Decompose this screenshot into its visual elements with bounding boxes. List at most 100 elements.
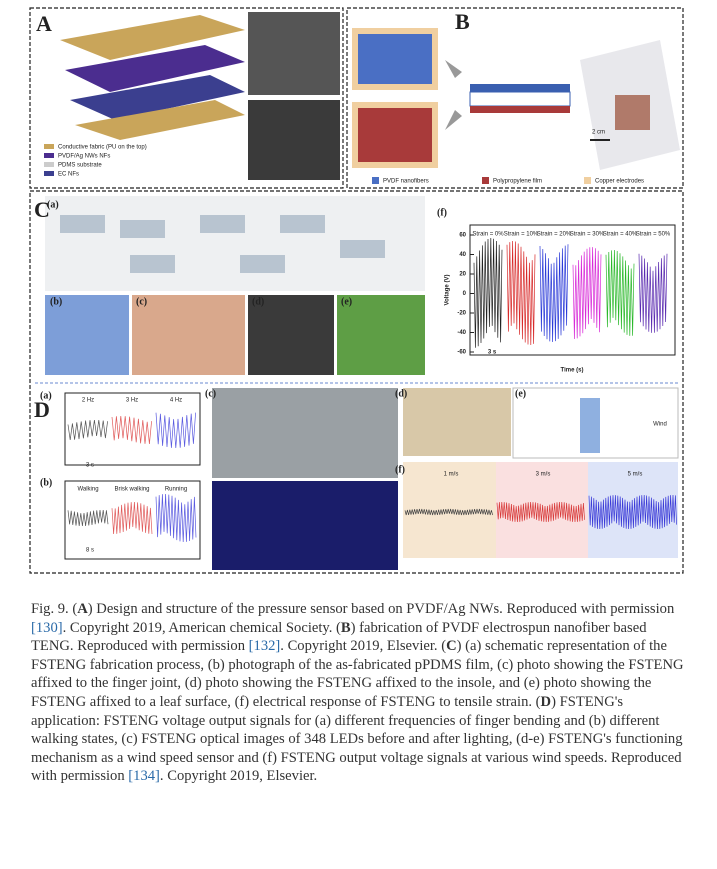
panel-b-frame [346, 7, 684, 189]
label: -40 [457, 330, 466, 336]
signal [404, 508, 493, 516]
axis-title: Voltage (V) [445, 275, 451, 306]
legend-swatch [372, 177, 379, 184]
device-photo-pad [615, 95, 650, 130]
label: (f) [437, 207, 447, 218]
label: (a) [47, 199, 59, 210]
caption-plain: ) (a) schematic representation of the FS… [31, 638, 684, 710]
label: 1 m/s [444, 472, 459, 478]
signal [111, 501, 153, 535]
sem-image [248, 12, 340, 95]
caption-bold: D [540, 693, 552, 710]
label: Brisk walking [114, 487, 149, 493]
signal [155, 412, 196, 449]
label: Walking [77, 487, 98, 493]
label: C [34, 197, 50, 222]
label: EC NFs [58, 172, 79, 178]
caption-plain: ) FSTENG's application: FSTENG voltage o… [31, 693, 683, 785]
label: 3 m/s [536, 472, 551, 478]
signal [111, 415, 152, 445]
label: A [36, 11, 52, 36]
caption-bold: B [340, 619, 351, 636]
legend-swatch [482, 177, 489, 184]
pp-film [358, 108, 432, 162]
caption-link[interactable]: [130] [31, 619, 63, 636]
fabric-layer [60, 15, 245, 60]
caption-plain: ) fabrication of PVDF electrospun nanofi… [31, 619, 647, 655]
label: 40 [459, 252, 466, 258]
photo-leds-on [212, 481, 398, 570]
signal [605, 249, 635, 336]
schematic-part [130, 255, 175, 273]
caption-link[interactable]: [132] [248, 638, 281, 655]
fabric-layer [75, 100, 245, 140]
label: PDMS substrate [58, 163, 102, 169]
label: PVDF nanofibers [383, 179, 429, 185]
label: (b) [40, 477, 52, 488]
device-top [470, 84, 570, 92]
signal [638, 253, 668, 333]
legend-swatch [44, 153, 54, 158]
legend-swatch [44, 144, 54, 149]
signal [496, 501, 585, 523]
signal [572, 247, 602, 340]
label: D [34, 397, 50, 422]
figure: A B C D Conductive fabric (PU on the top) PVD… [29, 7, 684, 574]
label: Strain = 30% [570, 232, 605, 238]
label: Strain = 10% [504, 232, 539, 238]
caption-link[interactable]: [134] [128, 768, 160, 785]
signal [67, 419, 108, 441]
label: Running [165, 487, 187, 493]
schematic-part [280, 215, 325, 233]
label: Conductive fabric (PU on the top) [58, 145, 147, 151]
label: 0 [463, 291, 467, 297]
photo-leds-off [212, 388, 398, 478]
ec-layer [70, 75, 245, 120]
label: Strain = 20% [537, 232, 572, 238]
label: 60 [459, 233, 466, 239]
arrow [445, 110, 462, 130]
label: (a) [40, 390, 52, 401]
label: 3 s [86, 463, 94, 469]
caption-plain: . Copyright 2019, Elsevier. ( [280, 638, 447, 655]
label: -20 [457, 311, 466, 317]
label: Copper electrodes [595, 179, 644, 185]
device-bottom [470, 106, 570, 113]
label: (c) [205, 388, 216, 399]
label: B [455, 9, 470, 34]
photo-leaf [337, 295, 425, 375]
label: 3 s [488, 350, 497, 356]
label: Time (s) [561, 368, 584, 374]
label: PVDF/Ag NWs NFs [58, 154, 110, 160]
nf-layer [65, 45, 245, 92]
legend-swatch [584, 177, 591, 184]
legend-swatch [44, 171, 54, 176]
label: 2 Hz [82, 398, 94, 404]
label: Wind [653, 422, 667, 428]
pvdf-film [358, 34, 432, 84]
label: (e) [515, 388, 526, 399]
plot-frame [64, 392, 201, 466]
caption-bold: A [77, 601, 88, 617]
mechanism-layer [580, 398, 600, 453]
label: Strain = 40% [603, 232, 638, 238]
label: (c) [136, 296, 147, 307]
caption-plain: . Copyright 2019, American chemical Soci… [62, 619, 341, 636]
schematic-part [340, 240, 385, 258]
label: (d) [252, 296, 264, 307]
schematic-part [240, 255, 285, 273]
photo-finger [132, 295, 245, 375]
photo-film [45, 295, 129, 375]
signal [506, 240, 536, 346]
label: 20 [459, 272, 466, 278]
photo-setup [403, 388, 511, 456]
arrow [445, 60, 462, 78]
label: 5 m/s [628, 472, 643, 478]
label: 3 Hz [126, 398, 138, 404]
label: Polypropylene film [493, 179, 542, 185]
label: (b) [50, 296, 62, 307]
plot-frame [64, 480, 201, 560]
caption-plain: Fig. 9. ( [31, 601, 78, 617]
signal [473, 237, 503, 348]
